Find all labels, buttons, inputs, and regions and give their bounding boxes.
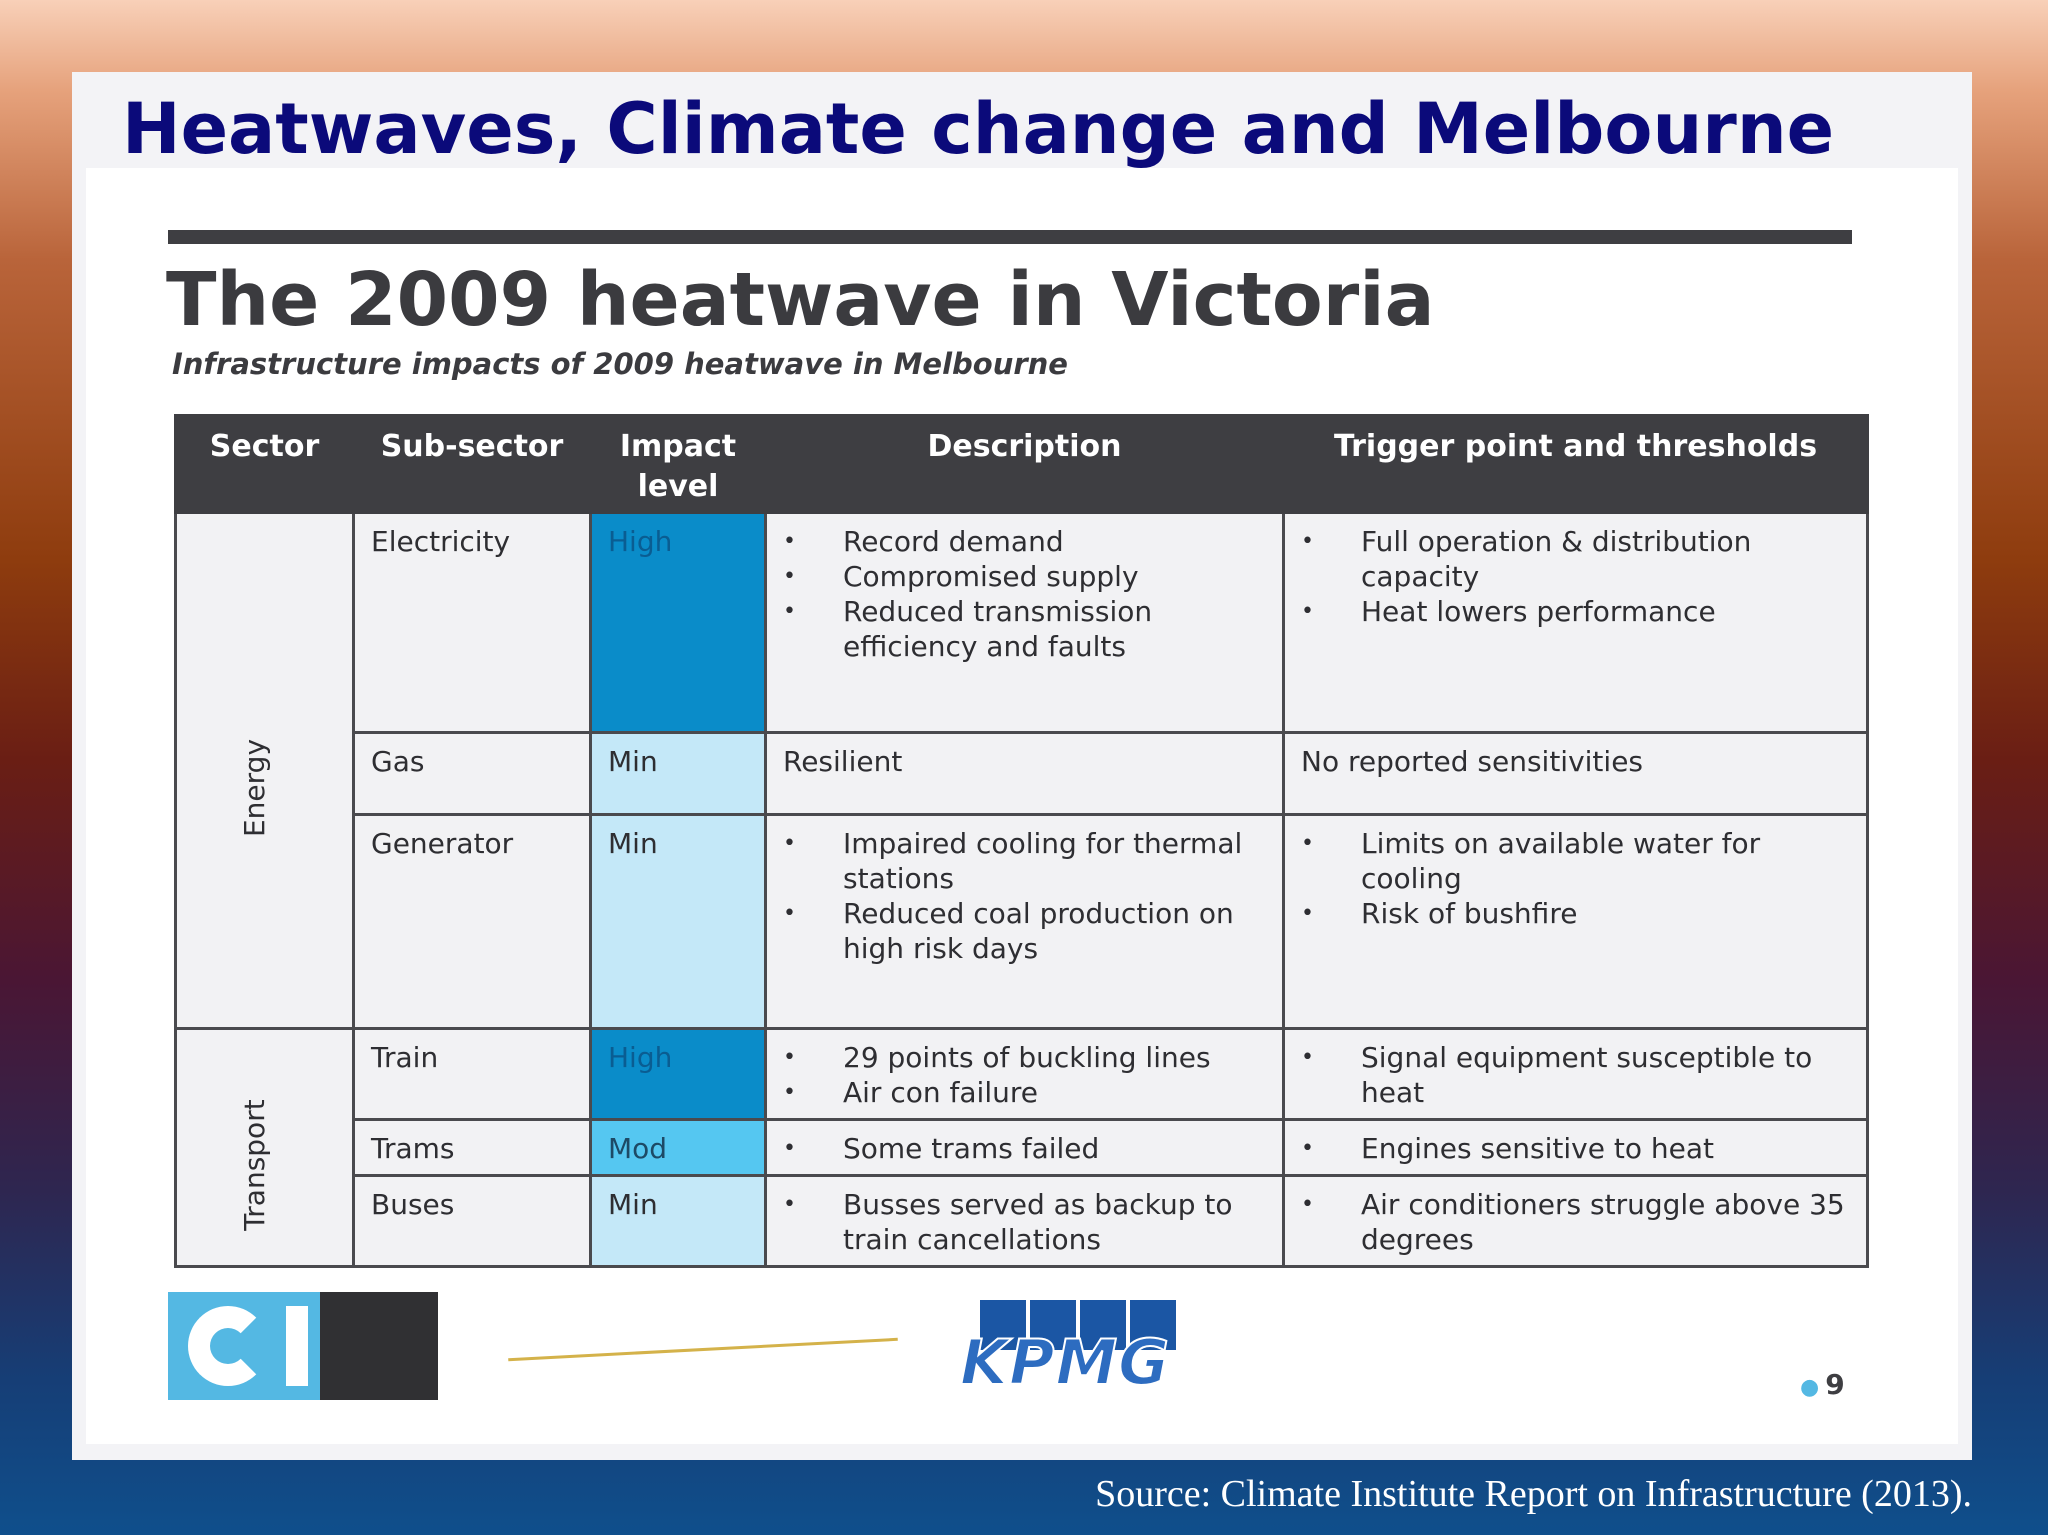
impact-level-cell: Min bbox=[589, 731, 767, 816]
subsector-cell: Gas bbox=[352, 731, 592, 816]
header-subsector: Sub-sector bbox=[352, 414, 592, 514]
list-item: Full operation & distribution capacity bbox=[1301, 524, 1854, 594]
sector-label: Energy bbox=[238, 738, 271, 837]
source-caption: Source: Climate Institute Report on Infr… bbox=[1095, 1473, 1972, 1515]
list-item: Reduced transmission efficiency and faul… bbox=[783, 594, 1270, 664]
impacts-table: Sector Sub-sector Impact level Descripti… bbox=[174, 414, 1869, 1268]
page-number: ● 9 bbox=[1800, 1368, 1845, 1401]
header-impact-level: Impact level bbox=[589, 414, 767, 514]
table-row: Gas Min Resilient No reported sensitivit… bbox=[176, 731, 1869, 816]
description-cell: Resilient bbox=[764, 731, 1285, 816]
list-item: Air con failure bbox=[783, 1075, 1270, 1110]
sector-label: Transport bbox=[238, 1098, 271, 1231]
impact-level-cell: High bbox=[589, 511, 767, 734]
header-trigger-point: Trigger point and thresholds bbox=[1282, 414, 1869, 514]
subsector-cell: Generator bbox=[352, 813, 592, 1030]
sector-cell-transport: Transport bbox=[174, 1027, 355, 1268]
top-rule bbox=[168, 230, 1852, 244]
description-cell: 29 points of buckling lines Air con fail… bbox=[764, 1027, 1285, 1121]
list-item: Some trams failed bbox=[783, 1131, 1270, 1166]
list-item: Limits on available water for cooling bbox=[1301, 826, 1854, 896]
list-item: Reduced coal production on high risk day… bbox=[783, 896, 1270, 966]
subsector-cell: Buses bbox=[352, 1174, 592, 1268]
impact-level-cell: Mod bbox=[589, 1118, 767, 1177]
sector-cell-energy: Energy bbox=[174, 511, 355, 1030]
bullet-dot-icon: ● bbox=[1800, 1375, 1820, 1400]
list-item: Impaired cooling for thermal stations bbox=[783, 826, 1270, 896]
list-item: Signal equipment susceptible to heat bbox=[1301, 1040, 1854, 1110]
impact-level-cell: Min bbox=[589, 1174, 767, 1268]
logo-strip: KPMG bbox=[168, 1292, 1176, 1402]
table-row: Generator Min Impaired cooling for therm… bbox=[176, 813, 1869, 1030]
list-item: Heat lowers performance bbox=[1301, 594, 1854, 629]
trigger-cell: No reported sensitivities bbox=[1282, 731, 1869, 816]
manidis-roberts-logo bbox=[488, 1306, 908, 1386]
list-item: Risk of bushfire bbox=[1301, 896, 1854, 931]
slide-title: Heatwaves, Climate change and Melbourne bbox=[122, 88, 1835, 170]
trigger-cell: Limits on available water for cooling Ri… bbox=[1282, 813, 1869, 1030]
table-row: Energy Electricity High Record demand Co… bbox=[174, 511, 1869, 1030]
header-description: Description bbox=[764, 414, 1285, 514]
trigger-cell: Air conditioners struggle above 35 degre… bbox=[1282, 1174, 1869, 1268]
trigger-cell: Signal equipment susceptible to heat bbox=[1282, 1027, 1869, 1121]
report-subtitle: Infrastructure impacts of 2009 heatwave … bbox=[172, 347, 1068, 381]
list-item: 29 points of buckling lines bbox=[783, 1040, 1270, 1075]
table-row: Buses Min Busses served as backup to tra… bbox=[176, 1174, 1869, 1268]
subsector-cell: Train bbox=[352, 1027, 592, 1121]
subsector-cell: Trams bbox=[352, 1118, 592, 1177]
list-item: Record demand bbox=[783, 524, 1270, 559]
report-title: The 2009 heatwave in Victoria bbox=[166, 257, 1435, 343]
table-row: Trams Mod Some trams failed Engines sens… bbox=[176, 1118, 1869, 1177]
list-item: Compromised supply bbox=[783, 559, 1270, 594]
description-cell: Record demand Compromised supply Reduced… bbox=[764, 511, 1285, 734]
impact-level-cell: Min bbox=[589, 813, 767, 1030]
table-row: Transport Train High 29 points of buckli… bbox=[174, 1027, 1869, 1268]
trigger-cell: Full operation & distribution capacity H… bbox=[1282, 511, 1869, 734]
description-cell: Impaired cooling for thermal stations Re… bbox=[764, 813, 1285, 1030]
climate-institute-logo bbox=[168, 1292, 438, 1400]
report-figure: The 2009 heatwave in Victoria Infrastruc… bbox=[86, 168, 1958, 1444]
description-cell: Busses served as backup to train cancell… bbox=[764, 1174, 1285, 1268]
kpmg-logo: KPMG bbox=[959, 1300, 1210, 1400]
list-item: Busses served as backup to train cancell… bbox=[783, 1187, 1270, 1257]
table-header-row: Sector Sub-sector Impact level Descripti… bbox=[174, 414, 1869, 514]
header-sector: Sector bbox=[174, 414, 355, 514]
list-item: Air conditioners struggle above 35 degre… bbox=[1301, 1187, 1854, 1257]
trigger-cell: Engines sensitive to heat bbox=[1282, 1118, 1869, 1177]
impact-level-cell: High bbox=[589, 1027, 767, 1121]
list-item: Engines sensitive to heat bbox=[1301, 1131, 1854, 1166]
description-cell: Some trams failed bbox=[764, 1118, 1285, 1177]
subsector-cell: Electricity bbox=[352, 511, 592, 734]
